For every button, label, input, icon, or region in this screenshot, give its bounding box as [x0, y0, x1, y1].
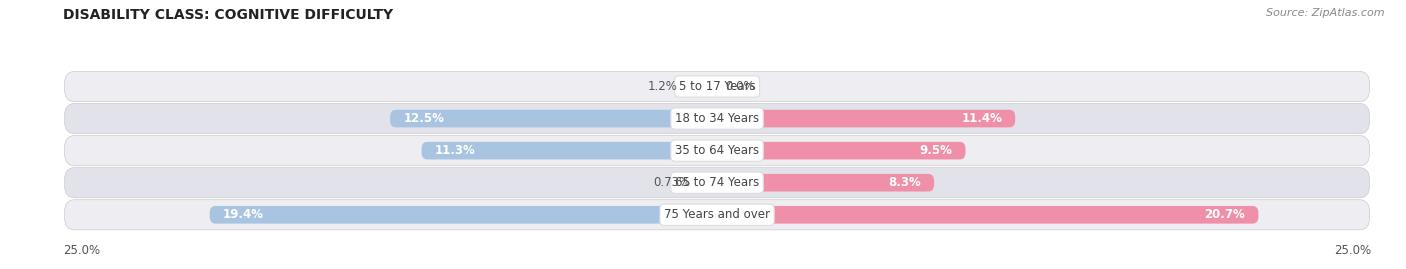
Text: DISABILITY CLASS: COGNITIVE DIFFICULTY: DISABILITY CLASS: COGNITIVE DIFFICULTY — [63, 8, 394, 22]
Text: 1.2%: 1.2% — [648, 80, 678, 93]
FancyBboxPatch shape — [422, 142, 717, 160]
Text: 18 to 34 Years: 18 to 34 Years — [675, 112, 759, 125]
Text: 65 to 74 Years: 65 to 74 Years — [675, 176, 759, 189]
Text: 11.4%: 11.4% — [962, 112, 1002, 125]
Text: 20.7%: 20.7% — [1205, 208, 1246, 221]
FancyBboxPatch shape — [65, 104, 1369, 134]
Text: 11.3%: 11.3% — [434, 144, 475, 157]
FancyBboxPatch shape — [717, 174, 934, 192]
FancyBboxPatch shape — [209, 206, 717, 224]
Text: Source: ZipAtlas.com: Source: ZipAtlas.com — [1267, 8, 1385, 18]
FancyBboxPatch shape — [65, 200, 1369, 230]
Text: 12.5%: 12.5% — [404, 112, 444, 125]
FancyBboxPatch shape — [65, 136, 1369, 166]
Text: 75 Years and over: 75 Years and over — [664, 208, 770, 221]
Text: 0.73%: 0.73% — [652, 176, 690, 189]
FancyBboxPatch shape — [65, 71, 1369, 102]
FancyBboxPatch shape — [717, 142, 966, 160]
FancyBboxPatch shape — [391, 110, 717, 128]
FancyBboxPatch shape — [697, 174, 717, 192]
Text: 0.0%: 0.0% — [725, 80, 755, 93]
FancyBboxPatch shape — [717, 110, 1015, 128]
Text: 8.3%: 8.3% — [889, 176, 921, 189]
Text: 9.5%: 9.5% — [920, 144, 952, 157]
Text: 19.4%: 19.4% — [222, 208, 264, 221]
Text: 5 to 17 Years: 5 to 17 Years — [679, 80, 755, 93]
Text: 35 to 64 Years: 35 to 64 Years — [675, 144, 759, 157]
FancyBboxPatch shape — [65, 168, 1369, 198]
FancyBboxPatch shape — [717, 206, 1258, 224]
Text: 25.0%: 25.0% — [1334, 244, 1371, 257]
Text: 25.0%: 25.0% — [63, 244, 100, 257]
FancyBboxPatch shape — [686, 78, 717, 95]
Legend: Male, Female: Male, Female — [648, 268, 786, 269]
